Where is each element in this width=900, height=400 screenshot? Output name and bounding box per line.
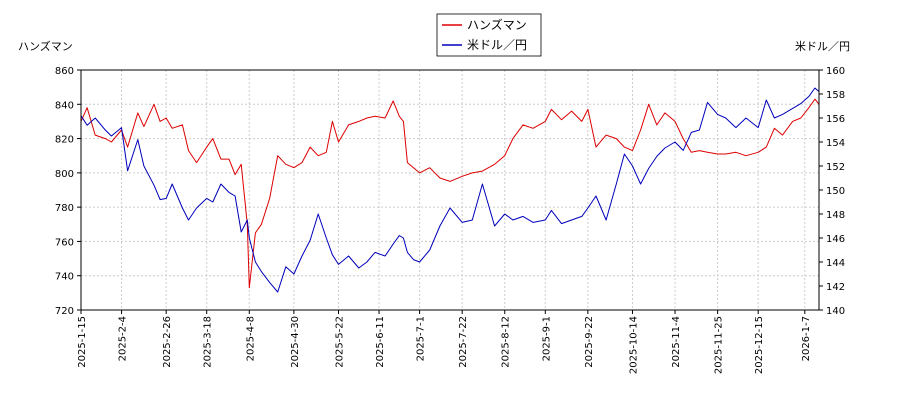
right-tick-label: 146: [826, 234, 845, 245]
left-tick-label: 760: [55, 237, 74, 248]
x-tick-label: 2025-8-12: [501, 316, 512, 368]
x-tick-label: 2025-2-4: [118, 316, 129, 361]
left-axis-title: ハンズマン: [18, 39, 73, 53]
right-tick-label: 156: [826, 114, 845, 125]
left-tick-label: 740: [55, 272, 74, 283]
right-tick-label: 142: [826, 282, 845, 293]
legend-label-usdjpy: 米ドル／円: [467, 38, 527, 52]
left-tick-label: 720: [55, 306, 74, 317]
legend: ハンズマン 米ドル／円: [436, 13, 542, 57]
x-tick-label: 2025-11-4: [671, 316, 682, 368]
x-tick-label: 2025-5-22: [334, 316, 345, 368]
x-tick-label: 2025-4-8: [245, 316, 256, 361]
legend-box: [436, 13, 542, 57]
x-tick-label: 2025-4-30: [290, 316, 301, 368]
legend-label-handsman: ハンズマン: [467, 17, 527, 32]
right-tick-label: 144: [826, 258, 845, 269]
x-tick-label: 2025-10-14: [628, 316, 639, 374]
right-tick-label: 140: [826, 306, 845, 317]
x-tick-label: 2025-3-18: [203, 316, 214, 368]
left-tick-label: 780: [55, 203, 74, 214]
right-tick-label: 148: [826, 210, 845, 221]
x-tick-label: 2025-7-1: [416, 316, 427, 361]
grid: [80, 69, 819, 311]
right-tick-label: 158: [826, 90, 845, 101]
series-line-handsman: [80, 98, 820, 289]
x-tick-label: 2025-1-15: [77, 316, 88, 368]
left-tick-label: 820: [55, 135, 74, 146]
right-tick-label: 152: [826, 162, 845, 173]
series-lines: [80, 87, 820, 293]
right-tick-label: 154: [826, 138, 845, 149]
x-tick-label: 2025-9-1: [541, 316, 552, 361]
right-tick-label: 160: [826, 66, 845, 77]
x-tick-label: 2025-12-15: [754, 316, 765, 374]
left-tick-label: 840: [55, 100, 74, 111]
plot-frame: [80, 69, 820, 311]
x-tick-label: 2025-7-22: [458, 316, 469, 368]
x-tick-label: 2025-9-22: [584, 316, 595, 368]
series-line-usdjpy: [80, 87, 820, 293]
right-tick-label: 150: [826, 186, 845, 197]
x-tick-label: 2025-11-25: [714, 316, 725, 374]
axes: 720 740 760 780 800 820 840 860 140 142 144 146 148 1…: [55, 66, 845, 374]
left-tick-label: 800: [55, 169, 74, 180]
x-tick-label: 2025-6-11: [375, 316, 386, 368]
x-tick-label: 2026-1-7: [801, 316, 812, 361]
x-tick-label: 2025-2-26: [162, 316, 173, 368]
left-tick-label: 860: [55, 66, 74, 77]
right-axis-title: 米ドル／円: [795, 40, 850, 53]
